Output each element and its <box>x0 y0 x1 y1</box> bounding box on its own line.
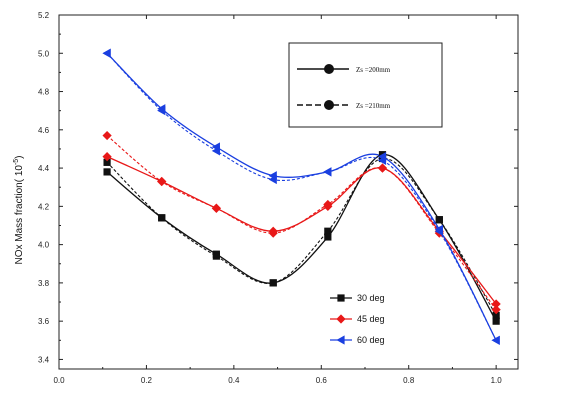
y-tick-label: 3.4 <box>38 355 50 364</box>
legend-marker-60-deg <box>336 335 345 345</box>
style-legend-marker <box>324 100 334 110</box>
marker-45-deg-solid <box>268 226 278 236</box>
marker-30-deg-solid <box>269 279 277 287</box>
marker-60-deg-solid <box>268 171 277 181</box>
y-tick-label: 5.0 <box>38 49 50 58</box>
legend-label: 60 deg <box>357 335 385 345</box>
legend-label: 45 deg <box>357 314 385 324</box>
marker-60-deg-solid <box>434 224 443 234</box>
series-markers <box>102 48 501 345</box>
marker-30-deg-dashed <box>492 311 500 320</box>
marker-45-deg-dashed <box>102 130 112 141</box>
marker-45-deg-solid <box>491 299 501 309</box>
y-tick-label: 4.4 <box>38 164 50 173</box>
style-legend: Zs =200mm Zs =210mm <box>288 42 443 128</box>
marker-60-deg-solid <box>211 142 220 152</box>
marker-30-deg-solid <box>158 214 166 222</box>
marker-45-deg-solid <box>211 203 221 213</box>
marker-60-deg-solid <box>102 48 111 58</box>
x-tick-label: 0.8 <box>403 376 415 385</box>
style-legend-label: Zs =200mm <box>356 66 391 74</box>
marker-45-deg-dashed <box>491 305 501 315</box>
marker-30-deg-dashed <box>324 227 332 235</box>
x-tick-label: 0.6 <box>316 376 328 385</box>
marker-60-deg-solid <box>491 335 500 345</box>
style-legend-label: Zs =210mm <box>356 102 391 110</box>
marker-30-deg-solid <box>435 216 443 224</box>
style-legend-box <box>288 42 443 128</box>
marker-30-deg-solid <box>212 250 220 258</box>
y-axis-label: NOx Mass fraction( 10-5) <box>13 155 25 264</box>
marker-30-deg-dashed <box>103 158 111 166</box>
style-legend-marker <box>324 64 334 74</box>
y-tick-label: 4.2 <box>38 202 50 211</box>
marker-60-deg-solid <box>377 152 387 162</box>
y-axis-ticks: 3.4 3.6 3.8 4.0 4.2 4.4 4.6 4.8 5.0 5.2 <box>38 11 518 364</box>
y-tick-label: 4.6 <box>38 126 50 135</box>
marker-30-deg-solid <box>492 317 500 325</box>
y-tick-label: 3.8 <box>38 279 50 288</box>
series-line-30-deg-dashed <box>106 157 497 316</box>
y-tick-label: 3.6 <box>38 317 50 326</box>
legend-label: 30 deg <box>357 293 385 303</box>
marker-45-deg-solid <box>323 201 333 211</box>
y-tick-label: 4.8 <box>38 88 50 97</box>
marker-30-deg-solid <box>324 233 332 241</box>
marker-45-deg-solid <box>102 152 112 162</box>
y-tick-label: 4.0 <box>38 241 50 250</box>
y-tick-label: 5.2 <box>38 11 50 20</box>
x-tick-label: 0.2 <box>141 376 153 385</box>
marker-45-deg-solid <box>377 163 388 173</box>
marker-45-deg-solid <box>157 176 167 187</box>
legend-marker-45-deg <box>336 314 346 324</box>
x-tick-label: 0.0 <box>53 376 65 385</box>
marker-30-deg-solid <box>103 168 111 176</box>
series-legend: 30 deg 45 deg 60 deg <box>330 293 385 345</box>
legend-marker-30-deg <box>337 294 345 302</box>
marker-60-deg-solid <box>157 104 166 114</box>
x-axis-ticks: 0.0 0.2 0.4 0.6 0.8 1.0 <box>53 15 502 385</box>
x-tick-label: 1.0 <box>491 376 503 385</box>
x-tick-label: 0.4 <box>228 376 240 385</box>
marker-60-deg-solid <box>323 167 332 177</box>
